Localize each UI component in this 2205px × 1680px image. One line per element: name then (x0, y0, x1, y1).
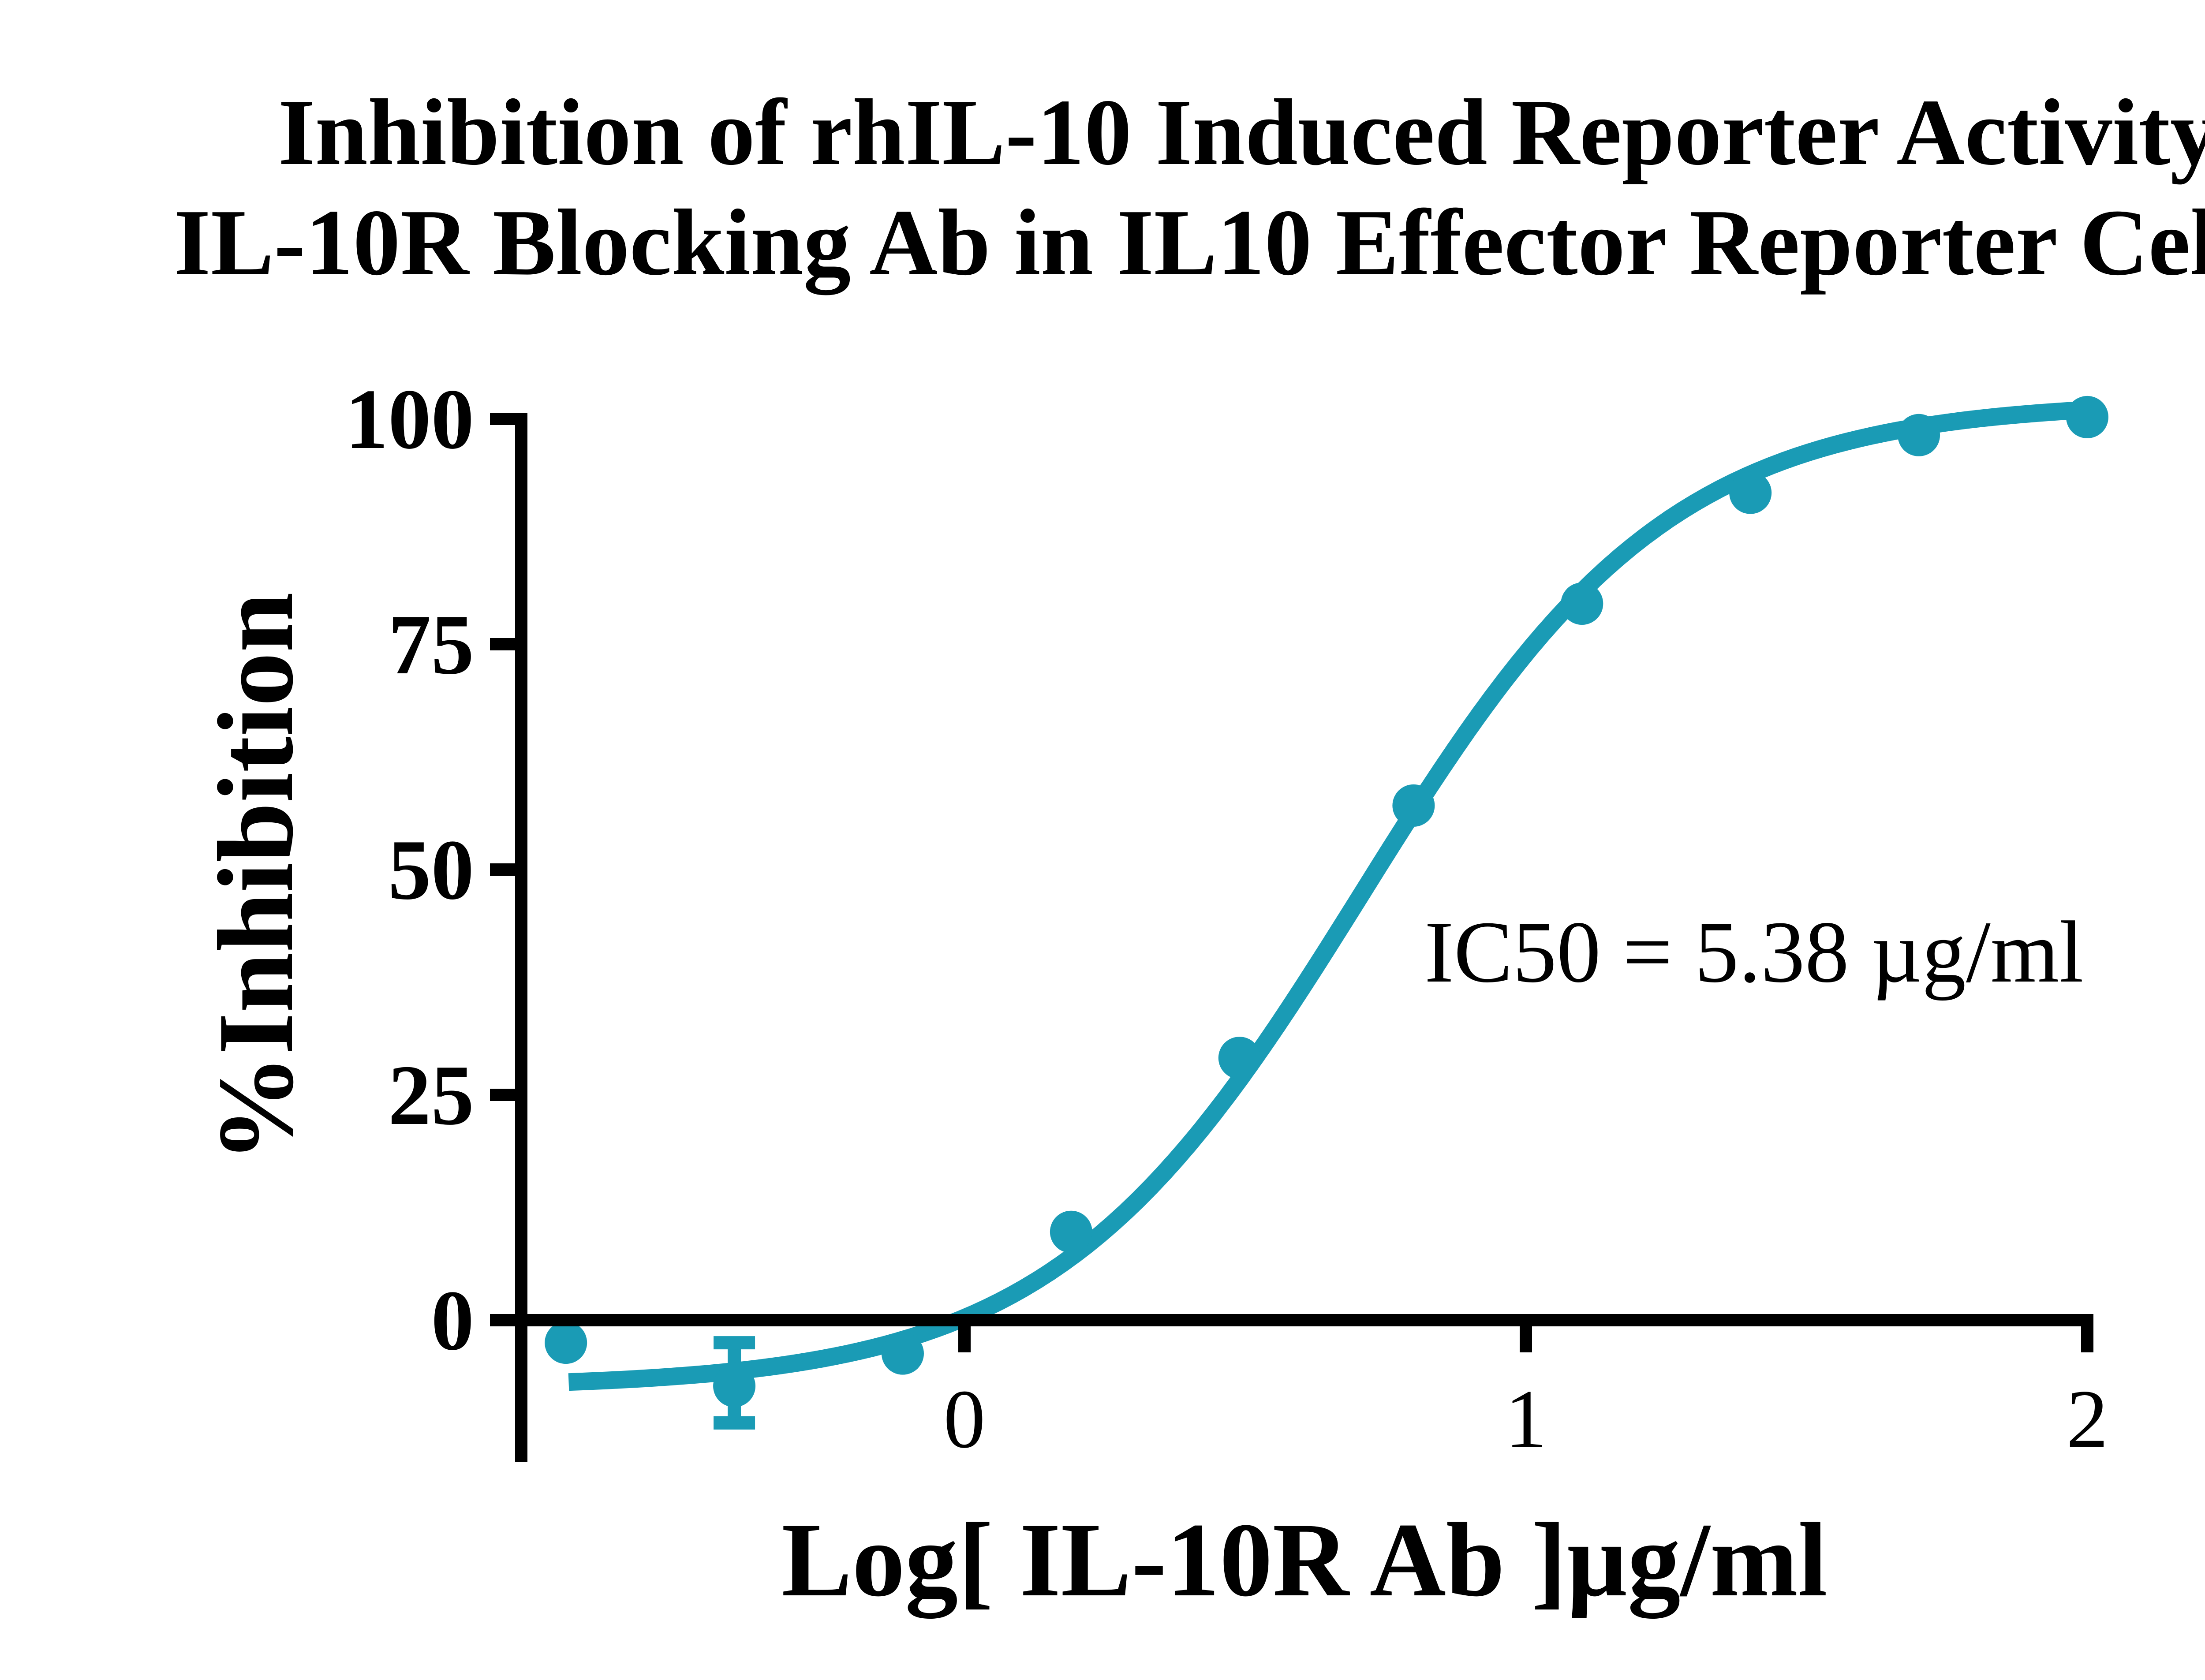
axes (490, 413, 2093, 1462)
data-point (1561, 582, 1603, 625)
ic50-annotation: IC50 = 5.38 µg/ml (1424, 903, 2084, 1001)
fit-curve (568, 401, 2088, 1391)
data-point (713, 1365, 756, 1407)
x-tick-label: 1 (1505, 1373, 1547, 1466)
data-point (1218, 1037, 1261, 1079)
data-point (1050, 1210, 1092, 1253)
fit-curve-path (568, 401, 2088, 1391)
y-tick-label: 0 (431, 1273, 475, 1368)
y-tick-label: 75 (388, 597, 474, 692)
x-tick-label: 0 (944, 1373, 986, 1466)
tick-labels: 0 25 50 75 100 0 1 2 (345, 372, 2108, 1466)
x-tick-label: 2 (2067, 1373, 2108, 1466)
y-axis-title: %Inhibition (196, 592, 315, 1163)
y-tick-label: 100 (345, 372, 475, 467)
data-points (545, 396, 2108, 1407)
y-tick-label: 25 (388, 1048, 474, 1143)
chart-title-line2: IL-10R Blocking Ab in IL10 Effector Repo… (174, 190, 2205, 295)
x-axis-title: Log[ IL-10R Ab ]µg/ml (781, 1501, 1828, 1619)
data-point (545, 1322, 587, 1364)
data-point (1392, 784, 1435, 827)
data-point (2066, 396, 2108, 438)
data-point (1729, 471, 1772, 514)
y-tick-label: 50 (388, 822, 474, 918)
chart-title-line1: Inhibition of rhIL-10 Induced Reporter A… (278, 79, 2205, 185)
data-point (881, 1332, 924, 1375)
data-point (1898, 414, 1940, 456)
